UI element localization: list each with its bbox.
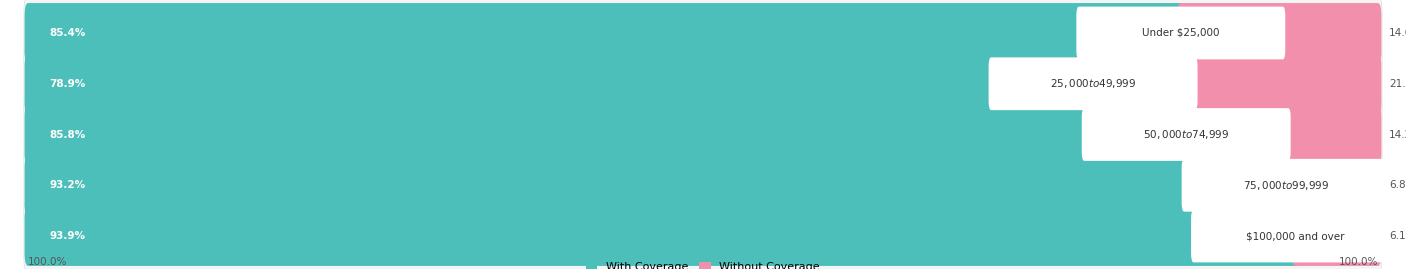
FancyBboxPatch shape bbox=[25, 206, 1299, 266]
Text: $100,000 and over: $100,000 and over bbox=[1246, 231, 1344, 241]
Text: 85.8%: 85.8% bbox=[49, 129, 86, 140]
FancyBboxPatch shape bbox=[1182, 105, 1381, 164]
Text: 14.6%: 14.6% bbox=[1389, 28, 1406, 38]
Text: 100.0%: 100.0% bbox=[1339, 257, 1378, 267]
Text: 93.9%: 93.9% bbox=[49, 231, 86, 241]
Text: Under $25,000: Under $25,000 bbox=[1142, 28, 1219, 38]
FancyBboxPatch shape bbox=[24, 47, 1382, 120]
FancyBboxPatch shape bbox=[1077, 7, 1285, 59]
Legend: With Coverage, Without Coverage: With Coverage, Without Coverage bbox=[582, 258, 824, 269]
FancyBboxPatch shape bbox=[25, 155, 1289, 215]
FancyBboxPatch shape bbox=[24, 98, 1382, 171]
FancyBboxPatch shape bbox=[1090, 54, 1381, 114]
FancyBboxPatch shape bbox=[24, 149, 1382, 222]
Text: $50,000 to $74,999: $50,000 to $74,999 bbox=[1143, 128, 1229, 141]
Text: 85.4%: 85.4% bbox=[49, 28, 86, 38]
FancyBboxPatch shape bbox=[25, 54, 1097, 114]
FancyBboxPatch shape bbox=[988, 57, 1198, 110]
Text: 78.9%: 78.9% bbox=[49, 79, 86, 89]
Text: 6.1%: 6.1% bbox=[1389, 231, 1406, 241]
FancyBboxPatch shape bbox=[25, 3, 1184, 63]
Text: 93.2%: 93.2% bbox=[49, 180, 86, 190]
FancyBboxPatch shape bbox=[1282, 155, 1381, 215]
Text: 100.0%: 100.0% bbox=[28, 257, 67, 267]
Text: 14.2%: 14.2% bbox=[1389, 129, 1406, 140]
FancyBboxPatch shape bbox=[1292, 206, 1381, 266]
FancyBboxPatch shape bbox=[24, 0, 1382, 69]
Text: $25,000 to $49,999: $25,000 to $49,999 bbox=[1050, 77, 1136, 90]
FancyBboxPatch shape bbox=[1177, 3, 1381, 63]
FancyBboxPatch shape bbox=[1081, 108, 1291, 161]
Text: 6.8%: 6.8% bbox=[1389, 180, 1406, 190]
FancyBboxPatch shape bbox=[25, 105, 1189, 164]
Text: 21.1%: 21.1% bbox=[1389, 79, 1406, 89]
FancyBboxPatch shape bbox=[1191, 210, 1400, 262]
FancyBboxPatch shape bbox=[24, 200, 1382, 269]
FancyBboxPatch shape bbox=[1181, 159, 1391, 212]
Text: $75,000 to $99,999: $75,000 to $99,999 bbox=[1243, 179, 1329, 192]
